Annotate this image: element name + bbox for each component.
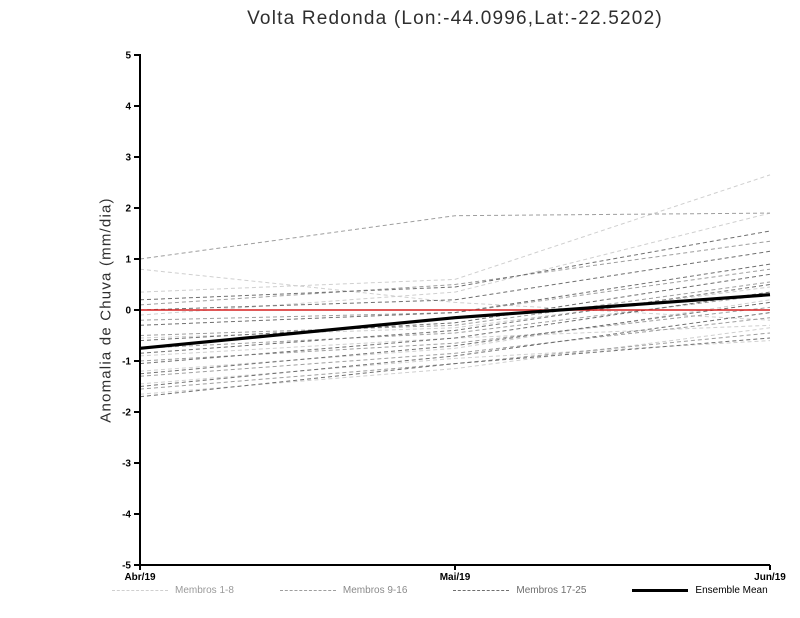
legend-dashed-line-icon xyxy=(279,590,336,591)
svg-text:3: 3 xyxy=(125,153,131,164)
legend: Membros 1-8 Membros 9-16 Membros 17-25 E… xyxy=(112,585,800,596)
legend-item-membros-17-25: Membros 17-25 xyxy=(453,585,586,596)
legend-label-membros-17-25: Membros 17-25 xyxy=(516,585,587,596)
legend-dashed-line-icon xyxy=(112,590,168,591)
legend-label-ensemble-mean: Ensemble Mean xyxy=(695,585,768,596)
svg-text:Jun/19: Jun/19 xyxy=(754,572,786,583)
svg-text:2: 2 xyxy=(125,204,131,215)
svg-text:-2: -2 xyxy=(122,408,131,419)
svg-text:1: 1 xyxy=(125,255,131,266)
legend-item-ensemble-mean: Ensemble Mean xyxy=(632,585,768,596)
legend-label-membros-1-8: Membros 1-8 xyxy=(175,585,234,596)
legend-item-membros-9-16: Membros 9-16 xyxy=(279,585,408,596)
legend-solid-line-icon xyxy=(632,589,689,592)
svg-text:0: 0 xyxy=(125,306,131,317)
svg-text:4: 4 xyxy=(125,102,131,113)
svg-text:-5: -5 xyxy=(122,561,131,572)
svg-text:5: 5 xyxy=(125,51,131,62)
svg-text:Abr/19: Abr/19 xyxy=(124,572,156,583)
legend-dashed-line-icon xyxy=(453,590,510,591)
legend-label-membros-9-16: Membros 9-16 xyxy=(342,585,408,596)
chart-title: Volta Redonda (Lon:-44.0996,Lat:-22.5202… xyxy=(247,8,663,29)
svg-text:-3: -3 xyxy=(122,459,131,470)
svg-text:-1: -1 xyxy=(122,357,131,368)
svg-text:-4: -4 xyxy=(122,510,131,521)
legend-item-membros-1-8: Membros 1-8 xyxy=(112,585,234,596)
svg-text:Mai/19: Mai/19 xyxy=(440,572,471,583)
